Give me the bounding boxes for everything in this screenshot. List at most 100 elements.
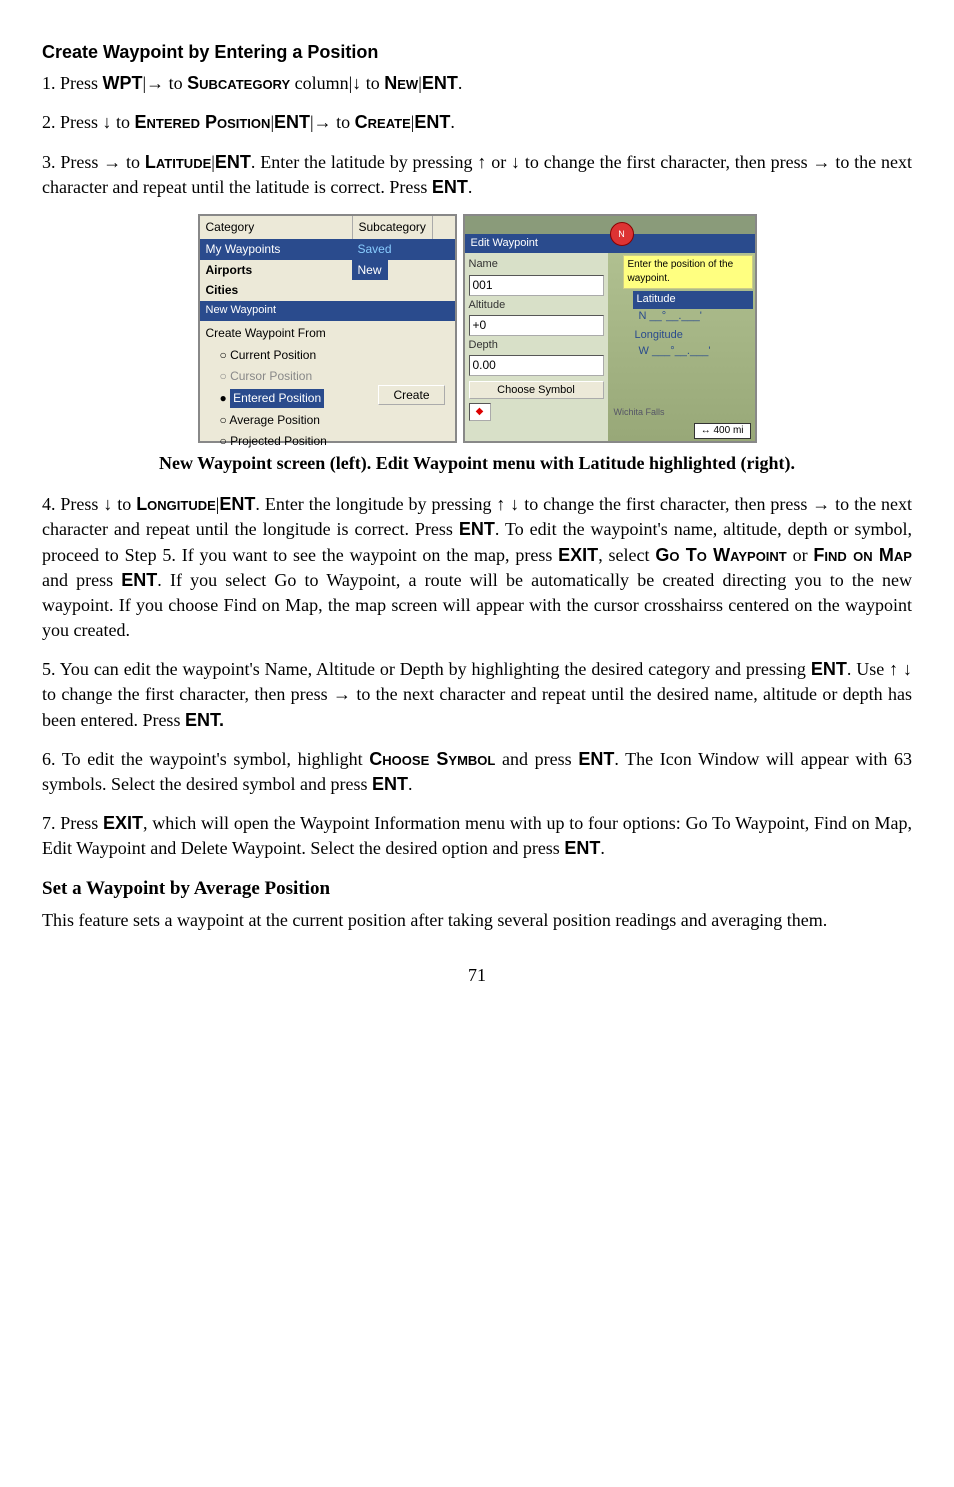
- name-label: Name: [469, 257, 604, 272]
- longitude-label: Longitude: [136, 494, 216, 514]
- radio-cursor-position[interactable]: ○ Cursor Position: [216, 366, 455, 387]
- map-preview: Enter the position of the waypoint. Lati…: [608, 253, 755, 441]
- map-scale: ↔ 400 mi: [694, 423, 751, 439]
- edit-waypoint-panel: N Edit Waypoint Name 001 Altitude +0 Dep…: [463, 214, 757, 443]
- cell-saved: Saved: [352, 239, 398, 260]
- step5-text-a: 5. You can edit the waypoint's Name, Alt…: [42, 659, 811, 679]
- symbol-preview[interactable]: ◆: [469, 403, 491, 421]
- name-input[interactable]: 001: [469, 275, 604, 296]
- ent-key: ENT: [459, 519, 495, 539]
- radio-current-label: Current Position: [230, 348, 316, 362]
- step1-text-c: column|↓ to: [290, 73, 384, 93]
- find-on-map-label: Find on Map: [813, 545, 912, 565]
- step4-text-a: 4. Press ↓ to: [42, 494, 136, 514]
- coord-box: Latitude N __°__.___' Longitude W ___°__…: [633, 289, 753, 359]
- latitude-value: N __°__.___': [633, 309, 753, 324]
- choose-symbol-button[interactable]: Choose Symbol: [469, 381, 604, 399]
- cell-my-waypoints: My Waypoints: [200, 239, 352, 260]
- longitude-value: W ___°__.___': [633, 344, 753, 359]
- ent-key: ENT: [432, 177, 468, 197]
- ent-key: ENT: [578, 749, 614, 769]
- step2-text-e: .: [450, 112, 455, 132]
- column-headers: Category Subcategory: [200, 216, 455, 239]
- step1-text-b: |→ to: [143, 73, 188, 93]
- step1-text-e: .: [458, 73, 463, 93]
- section-heading-create: Create Waypoint by Entering a Position: [42, 40, 912, 65]
- new-label: New: [384, 73, 418, 93]
- radio-projected-position[interactable]: ○ Projected Position: [216, 431, 455, 452]
- goto-waypoint-label: Go To Waypoint: [655, 545, 786, 565]
- step-6: 6. To edit the waypoint's symbol, highli…: [42, 747, 912, 797]
- tab-new-waypoint[interactable]: New Waypoint: [200, 301, 455, 320]
- step4-text-g: and press: [42, 570, 121, 590]
- step6-text-b: and press: [495, 749, 578, 769]
- radio-entered-label: Entered Position: [230, 389, 324, 408]
- wpt-key: WPT: [103, 73, 143, 93]
- map-header-strip: N: [465, 216, 755, 234]
- ent-key: ENT: [121, 570, 157, 590]
- step6-text-a: 6. To edit the waypoint's symbol, highli…: [42, 749, 369, 769]
- step4-text-e: , select: [598, 545, 655, 565]
- step2-text-c: |→ to: [310, 112, 355, 132]
- cell-airports: Airports: [200, 260, 352, 281]
- radio-average-label: Average Position: [229, 413, 320, 427]
- step-3: 3. Press → to Latitude|ENT. Enter the la…: [42, 150, 912, 200]
- step7-text-b: , which will open the Waypoint Informati…: [42, 813, 912, 858]
- section-heading-average: Set a Waypoint by Average Position: [42, 876, 912, 903]
- step1-text-a: 1. Press: [42, 73, 103, 93]
- row-airports[interactable]: Airports New: [200, 260, 455, 281]
- ent-key: ENT: [215, 152, 251, 172]
- page-number: 71: [42, 963, 912, 988]
- depth-label: Depth: [469, 338, 604, 353]
- ent-key: ENT: [219, 494, 255, 514]
- latitude-field[interactable]: Latitude: [633, 291, 753, 308]
- row-my-waypoints[interactable]: My Waypoints Saved: [200, 239, 455, 260]
- longitude-field[interactable]: Longitude: [633, 328, 753, 343]
- radio-projected-label: Projected Position: [230, 434, 327, 448]
- radio-current-position[interactable]: ○ Current Position: [216, 345, 455, 366]
- create-from-label: Create Waypoint From: [200, 321, 455, 346]
- exit-key: EXIT: [103, 813, 143, 833]
- step7-text-c: .: [600, 838, 605, 858]
- cell-cities: Cities: [200, 280, 352, 301]
- ent-key: ENT: [274, 112, 310, 132]
- compass-icon: N: [610, 222, 634, 246]
- exit-key: EXIT: [558, 545, 598, 565]
- step6-text-d: .: [408, 774, 413, 794]
- edit-waypoint-body: Name 001 Altitude +0 Depth 0.00 Choose S…: [465, 253, 755, 441]
- step4-text-f: or: [787, 545, 814, 565]
- altitude-label: Altitude: [469, 298, 604, 313]
- subcategory-label: Subcategory: [187, 73, 290, 93]
- altitude-input[interactable]: +0: [469, 315, 604, 336]
- waypoint-form: Name 001 Altitude +0 Depth 0.00 Choose S…: [465, 253, 608, 441]
- ent-key: ENT: [372, 774, 408, 794]
- cell-new: New: [352, 260, 388, 281]
- radio-average-position[interactable]: ○ Average Position: [216, 410, 455, 431]
- ent-key: ENT: [564, 838, 600, 858]
- latitude-label: Latitude: [145, 152, 211, 172]
- row-cities[interactable]: Cities: [200, 280, 455, 301]
- choose-symbol-label: Choose Symbol: [369, 749, 495, 769]
- step-5: 5. You can edit the waypoint's Name, Alt…: [42, 657, 912, 733]
- step-4: 4. Press ↓ to Longitude|ENT. Enter the l…: [42, 492, 912, 643]
- ent-key: ENT: [414, 112, 450, 132]
- step7-text-a: 7. Press: [42, 813, 103, 833]
- step2-text-a: 2. Press ↓ to: [42, 112, 135, 132]
- figure-caption: New Waypoint screen (left). Edit Waypoin…: [42, 451, 912, 476]
- depth-input[interactable]: 0.00: [469, 355, 604, 376]
- step-2: 2. Press ↓ to Entered Position|ENT|→ to …: [42, 110, 912, 135]
- step-7: 7. Press EXIT, which will open the Waypo…: [42, 811, 912, 861]
- map-city-label: Wichita Falls: [614, 406, 665, 419]
- create-button[interactable]: Create: [378, 385, 444, 405]
- ent-key-dot: ENT.: [185, 710, 224, 730]
- step-1: 1. Press WPT|→ to Subcategory column|↓ t…: [42, 71, 912, 96]
- col-subcategory: Subcategory: [353, 216, 433, 239]
- new-waypoint-inner: New Waypoint Create Waypoint From ○ Curr…: [200, 301, 455, 451]
- radio-cursor-label: Cursor Position: [230, 369, 312, 383]
- entered-position-label: Entered Position: [135, 112, 271, 132]
- step3-text-d: .: [468, 177, 473, 197]
- step4-text-h: . If you select Go to Waypoint, a route …: [42, 570, 912, 640]
- col-category: Category: [200, 216, 353, 239]
- create-label: Create: [355, 112, 411, 132]
- position-tooltip: Enter the position of the waypoint.: [623, 255, 753, 289]
